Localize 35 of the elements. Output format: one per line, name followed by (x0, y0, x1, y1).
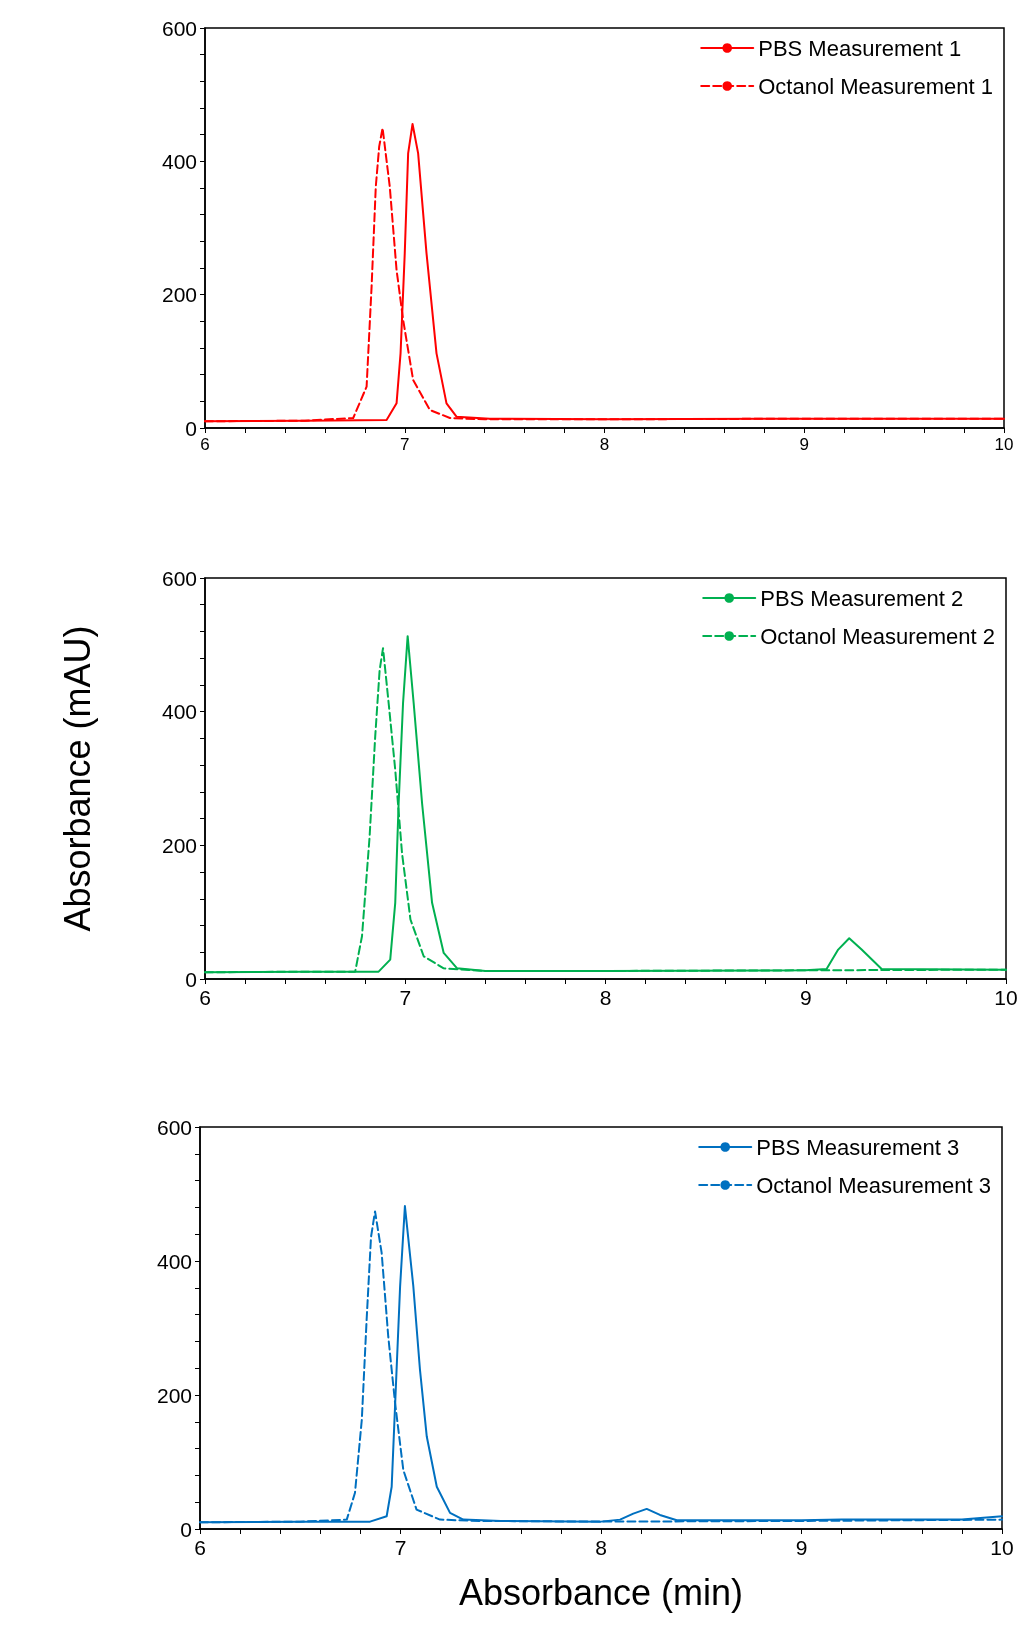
legend-label: Octanol Measurement 1 (758, 73, 993, 99)
y-axis-title: Absorbance (mAU) (56, 625, 98, 932)
y-tick-label: 600 (161, 16, 197, 40)
x-tick-label: 6 (194, 1536, 206, 1559)
y-tick-label: 200 (161, 833, 197, 857)
legend-label: Octanol Measurement 3 (756, 1172, 991, 1198)
legend-label: PBS Measurement 3 (756, 1134, 960, 1160)
x-tick-label: 8 (599, 435, 610, 454)
legend-label: PBS Measurement 1 (758, 35, 962, 61)
x-tick-label: 10 (990, 1536, 1014, 1559)
y-tick-label: 400 (161, 700, 197, 724)
x-tick-label: 10 (994, 986, 1018, 1009)
y-tick-label: 0 (180, 1517, 192, 1541)
x-tick-label: 9 (799, 435, 809, 454)
y-tick-label: 400 (156, 1249, 192, 1273)
x-axis-title: Absorbance (min) (458, 1571, 744, 1613)
legend-label: PBS Measurement 2 (760, 585, 964, 611)
x-tick-label: 8 (595, 1536, 607, 1559)
y-tick-label: 200 (156, 1383, 192, 1407)
x-tick-label: 6 (199, 986, 211, 1009)
x-tick-label: 7 (399, 986, 412, 1009)
x-tick-label: 7 (394, 1536, 407, 1559)
y-tick-label: 600 (156, 1115, 192, 1139)
y-tick-label: 200 (161, 283, 197, 307)
x-tick-label: 8 (599, 986, 612, 1009)
legend-label: Octanol Measurement 2 (760, 623, 995, 649)
y-tick-label: 0 (185, 416, 197, 440)
x-tick-label: 9 (799, 986, 812, 1009)
x-tick-label: 7 (400, 435, 410, 454)
y-tick-label: 600 (161, 566, 197, 590)
x-tick-label: 6 (200, 435, 210, 454)
y-tick-label: 400 (161, 149, 197, 173)
y-tick-label: 0 (185, 967, 197, 991)
x-tick-label: 10 (994, 435, 1014, 454)
x-tick-label: 9 (795, 1536, 808, 1559)
